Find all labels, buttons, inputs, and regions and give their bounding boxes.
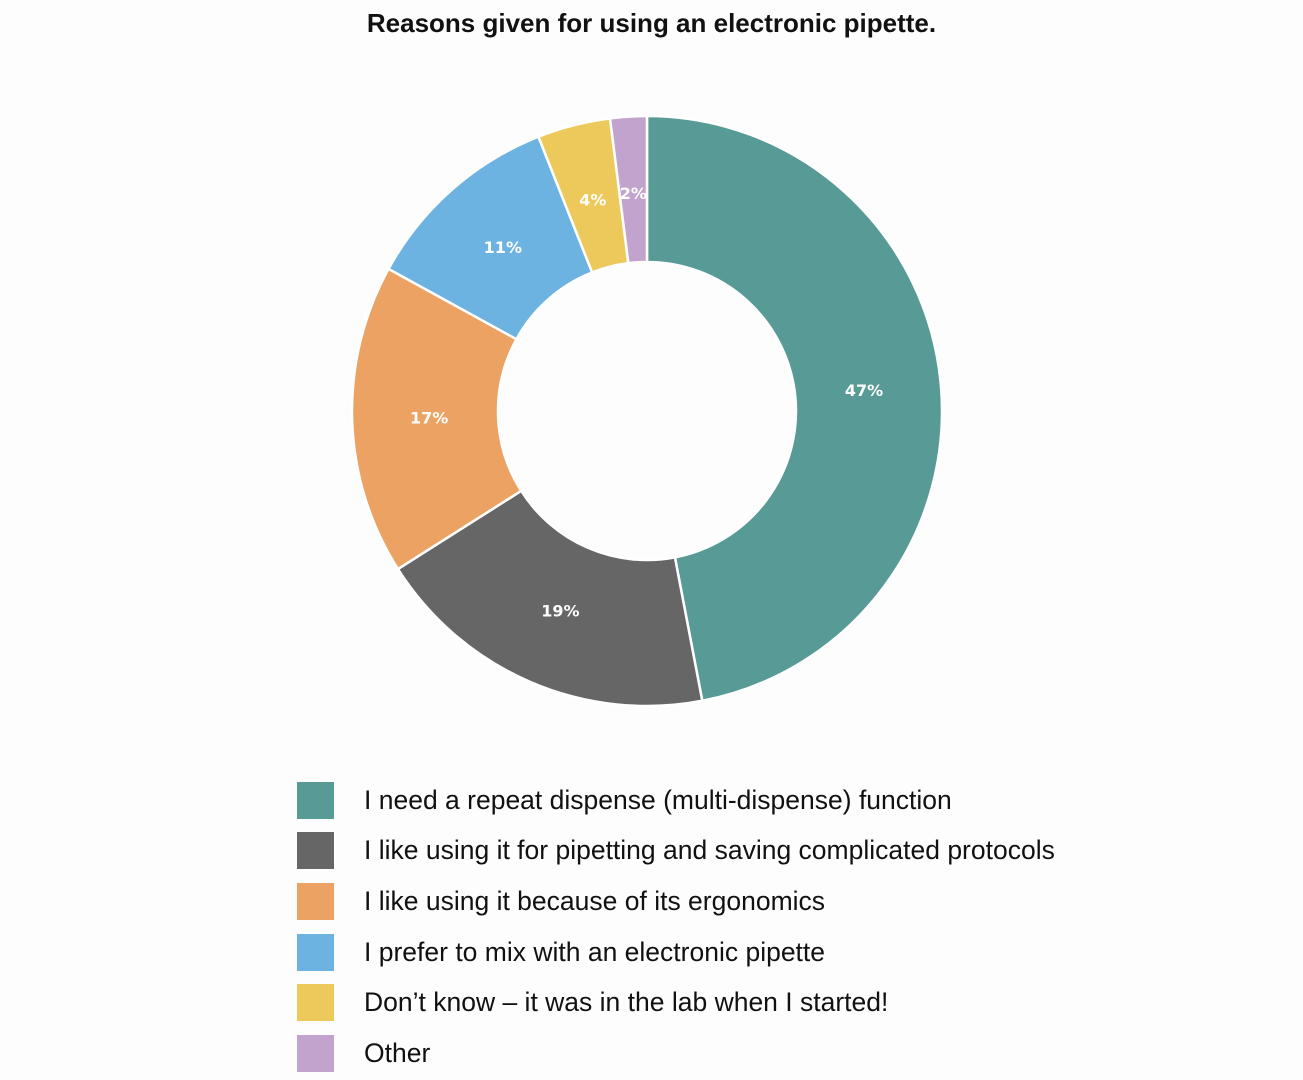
legend-label: I like using it because of its ergonomic… bbox=[364, 885, 826, 916]
legend-swatch bbox=[297, 781, 334, 819]
legend-item: I like using it because of its ergonomic… bbox=[297, 876, 1055, 927]
legend-item: I prefer to mix with an electronic pipet… bbox=[297, 927, 1055, 978]
donut-slice-2 bbox=[396, 489, 704, 708]
slice-data-label-2: 19% bbox=[541, 602, 579, 621]
chart-title: Reasons given for using an electronic pi… bbox=[366, 8, 937, 38]
slice-data-label-3: 17% bbox=[410, 408, 448, 427]
legend-item: I like using it for pipetting and saving… bbox=[297, 826, 1055, 877]
legend-item: Don’t know – it was in the lab when I st… bbox=[297, 977, 1055, 1028]
legend-swatch bbox=[297, 1034, 334, 1072]
legend-swatch bbox=[297, 882, 334, 920]
legend-label: Don’t know – it was in the lab when I st… bbox=[364, 987, 889, 1018]
legend-swatch bbox=[297, 832, 334, 870]
donut-slice-3 bbox=[350, 267, 523, 571]
legend: I need a repeat dispense (multi-dispense… bbox=[297, 775, 1055, 1079]
slice-data-label-4: 11% bbox=[484, 238, 522, 257]
legend-label: I like using it for pipetting and saving… bbox=[364, 835, 1055, 866]
donut-chart: 47% 19% 17% 11% 4% 2% bbox=[350, 114, 944, 708]
donut-slice-6 bbox=[608, 114, 649, 265]
slice-data-label-5: 4% bbox=[579, 190, 606, 209]
legend-label: Other bbox=[364, 1037, 431, 1068]
slice-data-label-1: 47% bbox=[845, 381, 883, 400]
legend-item: I need a repeat dispense (multi-dispense… bbox=[297, 775, 1055, 826]
legend-item: Other bbox=[297, 1028, 1055, 1079]
legend-label: I need a repeat dispense (multi-dispense… bbox=[364, 784, 952, 815]
legend-swatch bbox=[297, 984, 334, 1022]
legend-swatch bbox=[297, 933, 334, 971]
donut-slice-1 bbox=[645, 114, 944, 703]
legend-label: I prefer to mix with an electronic pipet… bbox=[364, 936, 826, 967]
slice-data-label-6: 2% bbox=[620, 184, 647, 203]
